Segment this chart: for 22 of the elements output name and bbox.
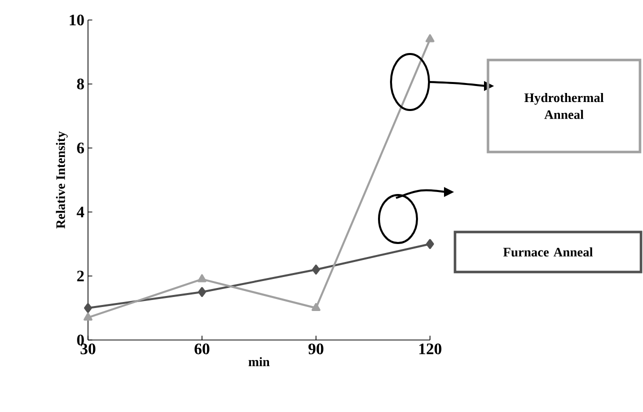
y-tick-label: 10 <box>70 14 84 26</box>
point <box>426 34 434 42</box>
text: Hydrothermal Anneal <box>524 92 604 120</box>
point <box>84 312 92 321</box>
point <box>198 287 206 297</box>
y-tick-label: 0 <box>77 334 84 346</box>
text: Furnace Anneal <box>503 247 593 257</box>
point <box>198 274 206 282</box>
x-tick-label: 120 <box>419 344 442 354</box>
x-tick-label: 90 <box>308 344 324 354</box>
x-axis-title: min <box>248 357 270 366</box>
y-axis-title: Relative Intensity <box>56 131 68 229</box>
point <box>312 303 320 311</box>
x-tick-label: 30 <box>80 344 96 354</box>
point <box>312 264 320 275</box>
x-tick-label: 60 <box>194 344 210 354</box>
y-tick-label: 6 <box>77 142 84 154</box>
point <box>84 303 92 313</box>
point <box>426 239 434 249</box>
y-tick-label: 2 <box>77 270 84 282</box>
y-tick-label: 4 <box>76 206 84 218</box>
y-tick-label: 8 <box>77 78 84 90</box>
